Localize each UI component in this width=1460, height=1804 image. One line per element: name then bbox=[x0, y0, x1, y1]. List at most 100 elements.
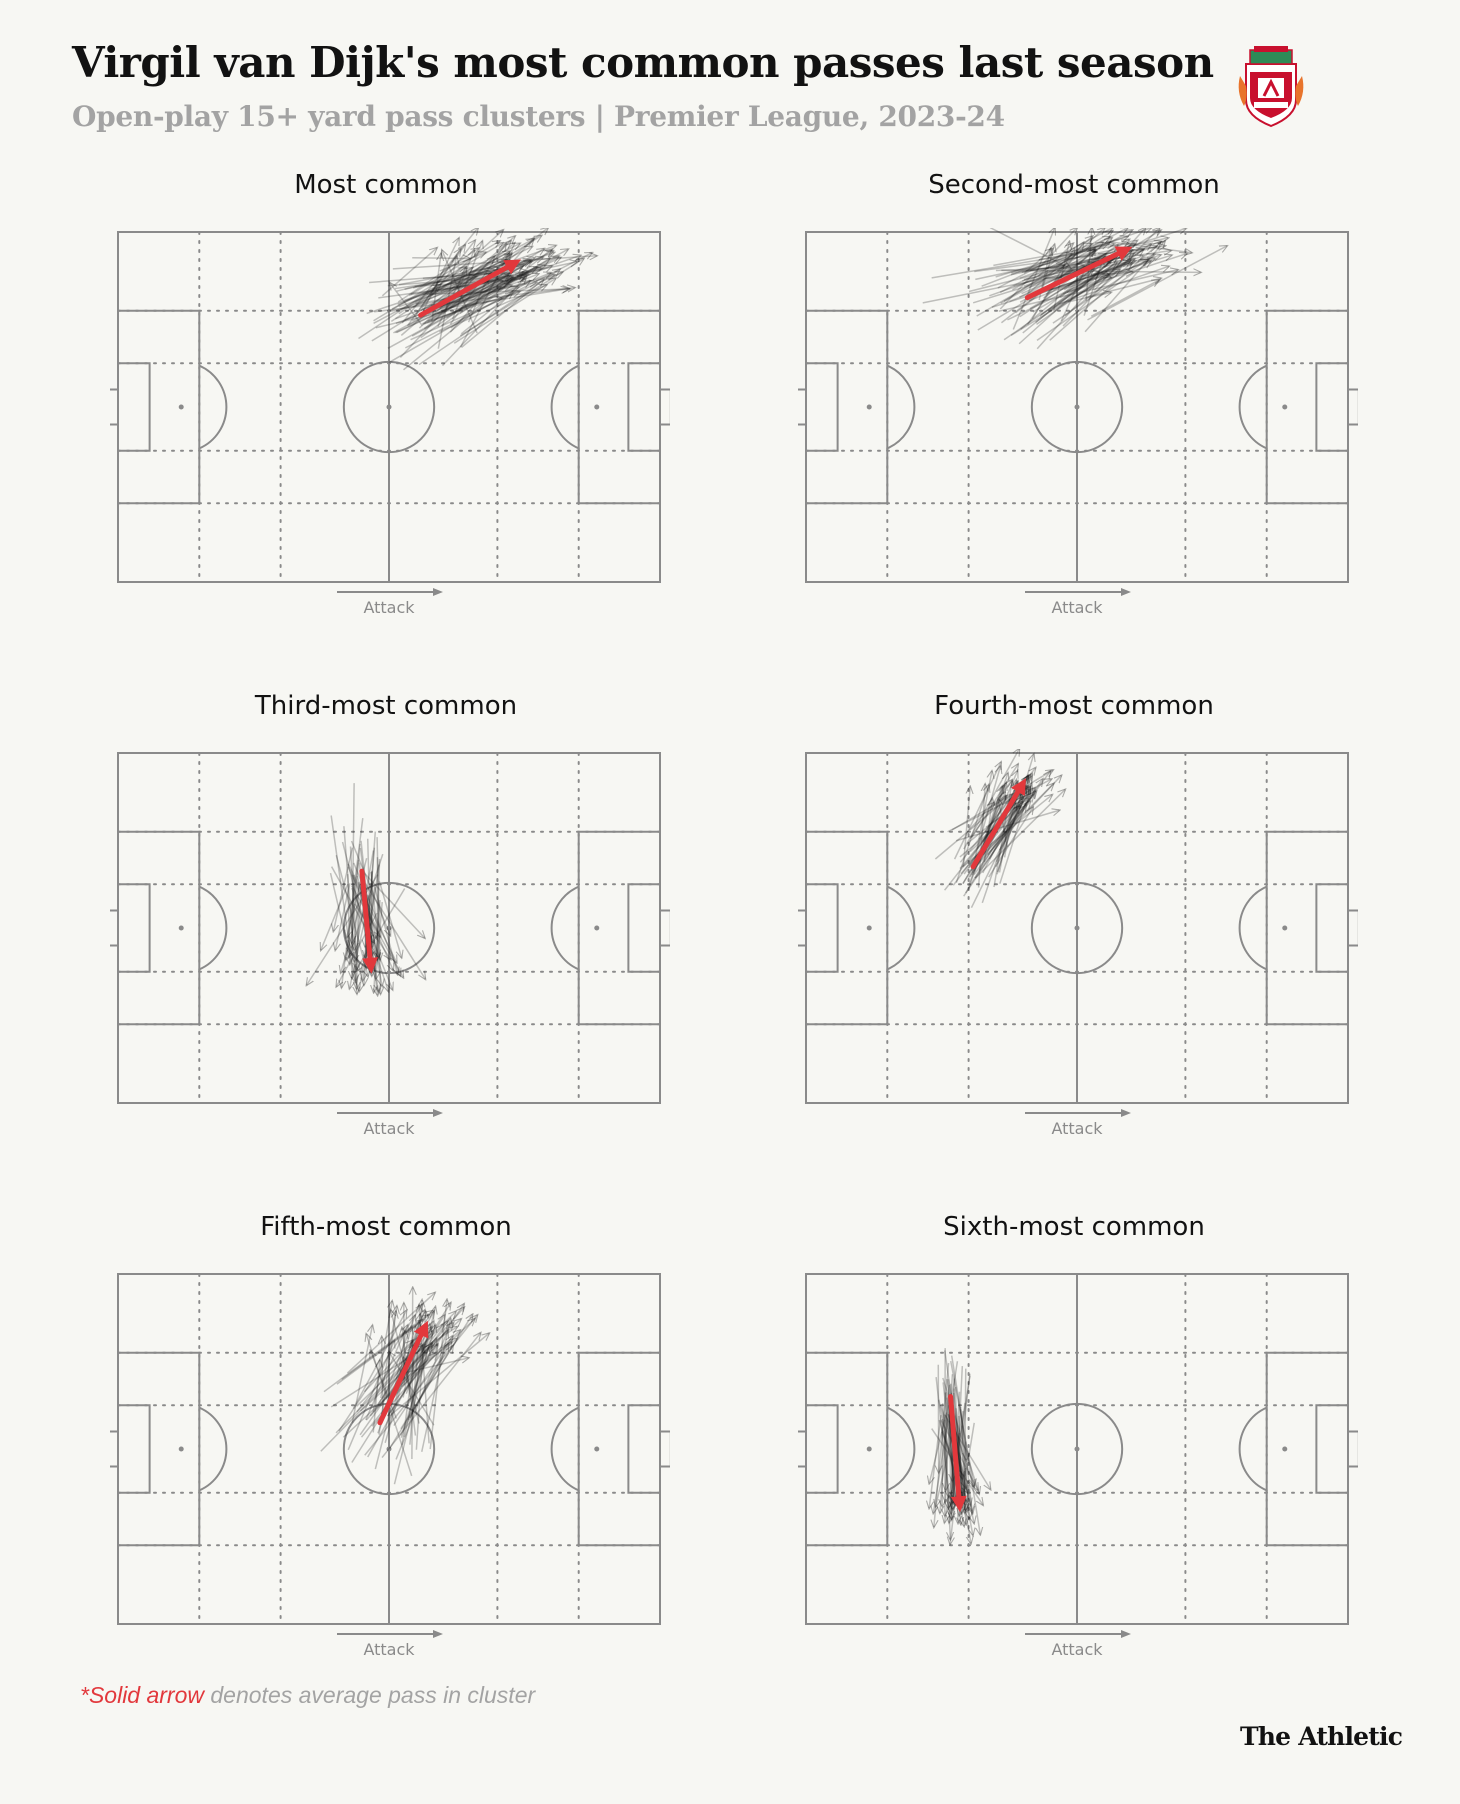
pass-line bbox=[1059, 255, 1171, 291]
pass-line bbox=[950, 1373, 971, 1545]
pass-line bbox=[347, 1341, 394, 1451]
pass-line bbox=[947, 779, 1052, 833]
goal-left bbox=[798, 909, 808, 947]
pass-line bbox=[422, 238, 458, 311]
pass-line bbox=[999, 237, 1110, 293]
pass-line bbox=[1067, 292, 1111, 303]
attack-arrow-head bbox=[1121, 1630, 1131, 1638]
six-yard-box-left bbox=[117, 362, 151, 452]
pass-line bbox=[439, 285, 546, 333]
six-yard-box-right bbox=[1315, 362, 1350, 452]
penalty-arc-left bbox=[198, 364, 228, 450]
pass-line bbox=[953, 762, 1001, 860]
pass-line bbox=[982, 784, 1054, 856]
footnote-highlight: *Solid arrow bbox=[80, 1682, 204, 1708]
pass-line bbox=[409, 1344, 449, 1419]
pass-line bbox=[995, 267, 1084, 272]
pass-line bbox=[354, 903, 391, 959]
pass-line bbox=[402, 1328, 417, 1436]
pass-line bbox=[421, 273, 511, 325]
centre-spot bbox=[1074, 1446, 1080, 1452]
panel-title: Second-most common bbox=[928, 170, 1220, 200]
pass-line bbox=[959, 806, 1020, 858]
pass-map-pitch: Attack bbox=[798, 228, 1358, 617]
pass-line bbox=[969, 780, 1012, 840]
pass-line bbox=[946, 1397, 947, 1502]
attack-label: Attack bbox=[363, 1640, 415, 1659]
pass-line bbox=[396, 262, 513, 292]
pass-line bbox=[461, 279, 544, 349]
pass-line bbox=[412, 1288, 413, 1459]
pass-line bbox=[1058, 266, 1169, 305]
six-yard-box-right bbox=[627, 883, 662, 973]
pass-line bbox=[342, 818, 364, 987]
pass-line bbox=[399, 256, 494, 358]
pass-line bbox=[393, 1347, 428, 1485]
attack-arrow-head bbox=[433, 1109, 443, 1117]
pass-line bbox=[1080, 263, 1111, 277]
pass-line bbox=[976, 242, 1103, 317]
centre-spot bbox=[386, 404, 392, 410]
pass-line bbox=[996, 787, 1025, 873]
pass-line bbox=[415, 251, 510, 304]
pass-line bbox=[352, 1311, 406, 1410]
six-yard-box-right bbox=[1315, 1404, 1350, 1494]
centre-circle bbox=[1030, 1402, 1124, 1496]
pass-line bbox=[358, 267, 465, 340]
pass-line bbox=[935, 1377, 949, 1497]
penalty-spot-right bbox=[1282, 1446, 1288, 1452]
pass-line bbox=[934, 1363, 950, 1527]
pass-line bbox=[342, 1330, 460, 1438]
pass-line bbox=[368, 864, 380, 942]
pass-line bbox=[976, 766, 1001, 849]
penalty-box-left bbox=[805, 1351, 889, 1547]
pass-line bbox=[415, 282, 537, 305]
pass-line bbox=[980, 786, 1002, 850]
pass-line bbox=[1019, 254, 1106, 298]
pass-line bbox=[394, 277, 476, 290]
pass-line bbox=[968, 803, 994, 831]
six-yard-box-left bbox=[117, 1404, 151, 1494]
pass-line bbox=[441, 276, 527, 367]
pitch-markings bbox=[110, 1273, 670, 1625]
pass-line bbox=[333, 847, 354, 931]
attack-arrow-head bbox=[433, 588, 443, 596]
pass-line bbox=[374, 899, 381, 992]
pass-line bbox=[335, 883, 351, 950]
footnote: *Solid arrow denotes average pass in clu… bbox=[80, 1682, 535, 1709]
penalty-arc-right bbox=[1238, 364, 1268, 450]
pass-line bbox=[351, 843, 361, 948]
pass-line bbox=[346, 859, 360, 960]
pass-line bbox=[973, 771, 1050, 876]
average-pass-arrow bbox=[359, 868, 379, 974]
centre-spot bbox=[386, 1446, 392, 1452]
pass-line bbox=[993, 244, 1114, 267]
pass-map-pitch: Attack bbox=[110, 228, 670, 617]
pass-line bbox=[955, 810, 1059, 842]
pass-map-pitch: Attack bbox=[110, 752, 670, 1138]
pass-line bbox=[360, 1344, 438, 1438]
pass-line bbox=[940, 1419, 978, 1490]
pass-line bbox=[386, 1345, 437, 1417]
pass-line bbox=[970, 787, 1030, 909]
pass-line bbox=[1023, 263, 1095, 287]
pass-line bbox=[395, 255, 580, 320]
penalty-spot-right bbox=[594, 1446, 600, 1452]
pass-line bbox=[929, 1412, 948, 1484]
pass-line bbox=[360, 840, 372, 947]
pass-line bbox=[440, 281, 508, 327]
pass-line bbox=[427, 292, 520, 322]
pass-line bbox=[418, 241, 510, 329]
pass-lines bbox=[320, 1288, 489, 1485]
panel-title: Fourth-most common bbox=[934, 691, 1214, 721]
penalty-arc-right bbox=[550, 364, 580, 450]
pass-line bbox=[1084, 241, 1165, 333]
pass-line bbox=[1012, 228, 1055, 330]
six-yard-box-left bbox=[117, 883, 151, 973]
pass-line bbox=[948, 1420, 955, 1505]
pass-line bbox=[395, 1330, 448, 1460]
goal-left bbox=[110, 1430, 120, 1468]
pass-line bbox=[398, 285, 441, 315]
panel-title: Sixth-most common bbox=[943, 1212, 1205, 1242]
pass-line bbox=[427, 266, 552, 315]
